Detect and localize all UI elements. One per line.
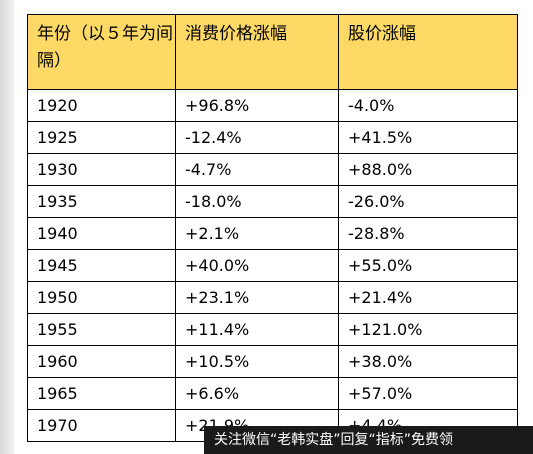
cell-stock-price-change: -4.0% — [338, 89, 518, 122]
cell-consumer-price-change: +6.6% — [175, 377, 339, 410]
table-row: 1925 -12.4% +41.5% — [27, 121, 518, 154]
table-row: 1940 +2.1% -28.8% — [27, 217, 518, 250]
cell-consumer-price-change: +96.8% — [175, 89, 339, 122]
cell-consumer-price-change: +2.1% — [175, 217, 339, 250]
data-table: 年份（以５年为间隔） 消费价格涨幅 股价涨幅 1920 +96.8% -4.0% 19… — [27, 14, 518, 442]
cell-consumer-price-change: +23.1% — [175, 281, 339, 314]
table-row: 1950 +23.1% +21.4% — [27, 281, 518, 314]
header-year: 年份（以５年为间隔） — [27, 14, 176, 90]
cell-consumer-price-change: -18.0% — [175, 185, 339, 218]
cell-stock-price-change: -26.0% — [338, 185, 518, 218]
cell-year: 1940 — [27, 217, 176, 250]
header-consumer-price-change: 消费价格涨幅 — [175, 14, 339, 90]
header-row: 年份（以５年为间隔） 消费价格涨幅 股价涨幅 — [27, 14, 518, 90]
table-row: 1960 +10.5% +38.0% — [27, 345, 518, 378]
left-edge-shadow — [0, 0, 14, 454]
cell-consumer-price-change: -12.4% — [175, 121, 339, 154]
cell-year: 1920 — [27, 89, 176, 122]
cell-year: 1925 — [27, 121, 176, 154]
cell-year: 1970 — [27, 409, 176, 442]
cell-year: 1965 — [27, 377, 176, 410]
table-row: 1945 +40.0% +55.0% — [27, 249, 518, 282]
cell-stock-price-change: +121.0% — [338, 313, 518, 346]
table-row: 1965 +6.6% +57.0% — [27, 377, 518, 410]
cell-consumer-price-change: +10.5% — [175, 345, 339, 378]
cell-stock-price-change: +55.0% — [338, 249, 518, 282]
cell-year: 1935 — [27, 185, 176, 218]
cell-stock-price-change: +88.0% — [338, 153, 518, 186]
watermark-banner: 关注微信“老韩实盘”回复“指标”免费领 — [204, 426, 533, 454]
table-row: 1955 +11.4% +121.0% — [27, 313, 518, 346]
cell-consumer-price-change: -4.7% — [175, 153, 339, 186]
cell-stock-price-change: -28.8% — [338, 217, 518, 250]
cell-consumer-price-change: +40.0% — [175, 249, 339, 282]
cell-consumer-price-change: +11.4% — [175, 313, 339, 346]
cell-stock-price-change: +41.5% — [338, 121, 518, 154]
table-row: 1930 -4.7% +88.0% — [27, 153, 518, 186]
cell-stock-price-change: +57.0% — [338, 377, 518, 410]
table-row: 1935 -18.0% -26.0% — [27, 185, 518, 218]
cell-year: 1960 — [27, 345, 176, 378]
cell-year: 1955 — [27, 313, 176, 346]
header-stock-price-change: 股价涨幅 — [338, 14, 518, 90]
table-row: 1920 +96.8% -4.0% — [27, 89, 518, 122]
cell-stock-price-change: +21.4% — [338, 281, 518, 314]
cell-year: 1950 — [27, 281, 176, 314]
cell-year: 1945 — [27, 249, 176, 282]
cell-stock-price-change: +38.0% — [338, 345, 518, 378]
cell-year: 1930 — [27, 153, 176, 186]
